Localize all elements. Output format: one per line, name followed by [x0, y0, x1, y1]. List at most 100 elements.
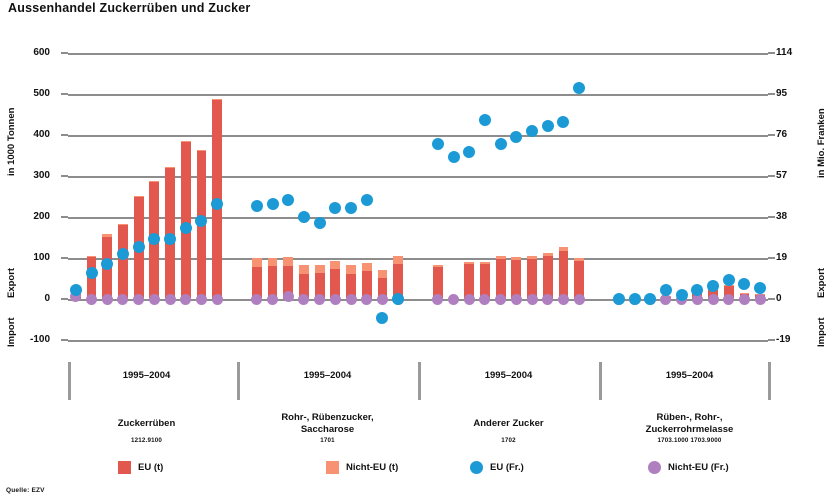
- right-tick-mark: [768, 175, 775, 177]
- left-tick-mark: [61, 93, 68, 95]
- dot-nicht-eu-francs: [86, 293, 98, 305]
- legend-item[interactable]: Nicht-EU (Fr.): [648, 461, 729, 474]
- dot-nicht-eu-francs: [282, 291, 294, 303]
- group-year-range: 1995–2004: [303, 370, 352, 381]
- right-tick-mark: [768, 298, 775, 300]
- bar-nicht-eu-tonnes: [393, 255, 403, 265]
- group-tariff-code: 1212.9100: [130, 437, 163, 444]
- dot-eu-francs: [463, 146, 476, 159]
- dot-eu-francs: [148, 232, 161, 245]
- dot-eu-francs: [644, 293, 657, 305]
- bar-nicht-eu-tonnes: [480, 261, 490, 264]
- legend-item[interactable]: Nicht-EU (t): [326, 461, 398, 474]
- gridline: [68, 340, 768, 342]
- dot-nicht-eu-francs: [251, 293, 263, 305]
- dot-eu-francs: [541, 120, 554, 133]
- left-tick-label: 500: [33, 88, 50, 99]
- right-tick-mark: [768, 134, 775, 136]
- left-axis-export-label: Export: [6, 267, 17, 298]
- bar-nicht-eu-tonnes: [558, 247, 569, 251]
- legend-dot-icon: [470, 461, 483, 474]
- dot-eu-francs: [329, 202, 342, 215]
- bar-nicht-eu-tonnes: [464, 262, 475, 265]
- dot-eu-francs: [447, 150, 460, 163]
- bar-nicht-eu-tonnes: [149, 180, 160, 182]
- group-year-range: 1995–2004: [665, 370, 714, 381]
- dot-eu-francs: [313, 217, 326, 230]
- gridline: [68, 176, 768, 178]
- bar-eu-tonnes: [346, 273, 356, 299]
- left-tick-mark: [61, 134, 68, 136]
- dot-nicht-eu-francs: [133, 293, 145, 305]
- dot-nicht-eu-francs: [117, 293, 129, 305]
- right-tick-mark: [768, 52, 775, 54]
- dot-nicht-eu-francs: [542, 293, 554, 305]
- bar-nicht-eu-tonnes: [511, 256, 522, 260]
- gridline: [68, 135, 768, 137]
- dot-eu-francs: [282, 193, 295, 206]
- dot-nicht-eu-francs: [463, 293, 475, 305]
- bar-nicht-eu-tonnes: [542, 253, 553, 257]
- dot-eu-francs: [510, 131, 523, 144]
- bar-eu-tonnes: [511, 259, 522, 299]
- right-axis-export-label: Export: [816, 267, 827, 298]
- bar-nicht-eu-tonnes: [180, 141, 191, 142]
- group-tariff-code: 1701: [320, 437, 335, 444]
- gridline: [68, 94, 768, 96]
- right-tick-label: 38: [776, 211, 788, 222]
- bar-nicht-eu-tonnes: [361, 262, 372, 272]
- group-separator: [237, 362, 240, 400]
- right-tick-mark: [768, 339, 775, 341]
- group-name: Rüben-, Rohr-, Zuckerrohrmelasse: [645, 412, 734, 435]
- group-separator: [768, 362, 771, 400]
- dot-eu-francs: [266, 198, 279, 211]
- bar-nicht-eu-tonnes: [86, 256, 97, 258]
- bar-eu-tonnes: [180, 141, 191, 299]
- left-tick-label: 200: [33, 211, 50, 222]
- bar-nicht-eu-tonnes: [212, 98, 222, 100]
- bar-eu-tonnes: [464, 264, 475, 299]
- dot-nicht-eu-francs: [526, 293, 538, 305]
- bar-nicht-eu-tonnes: [723, 285, 734, 287]
- left-tick-mark: [61, 52, 68, 54]
- left-tick-mark: [61, 175, 68, 177]
- bar-eu-tonnes: [299, 273, 309, 299]
- dot-eu-francs: [754, 282, 767, 295]
- gridline: [68, 258, 768, 260]
- left-axis-import-label: Import: [6, 317, 17, 347]
- right-tick-mark: [768, 216, 775, 218]
- dot-nicht-eu-francs: [298, 293, 310, 305]
- legend-dot-icon: [648, 461, 661, 474]
- bar-nicht-eu-tonnes: [346, 265, 356, 274]
- bar-nicht-eu-tonnes: [739, 292, 750, 294]
- left-tick-label: 400: [33, 129, 50, 140]
- right-tick-label: -19: [776, 334, 791, 345]
- left-tick-label: 0: [44, 293, 50, 304]
- bar-nicht-eu-tonnes: [118, 223, 128, 225]
- dot-eu-francs: [195, 215, 208, 228]
- dot-nicht-eu-francs: [707, 293, 719, 305]
- dot-nicht-eu-francs: [691, 293, 703, 305]
- chart-legend: EU (t) Nicht-EU (t) EU (Fr.) Nicht-EU (Fr.): [0, 461, 836, 483]
- dot-nicht-eu-francs: [148, 293, 160, 305]
- group-year-range: 1995–2004: [122, 370, 171, 381]
- dot-eu-francs: [345, 202, 358, 215]
- left-tick-mark: [61, 257, 68, 259]
- right-tick-label: 0: [776, 293, 782, 304]
- dot-eu-francs: [526, 124, 539, 137]
- dot-eu-francs: [101, 258, 114, 271]
- dot-nicht-eu-francs: [573, 293, 585, 305]
- legend-item[interactable]: EU (t): [118, 461, 163, 474]
- dot-nicht-eu-francs: [314, 293, 326, 305]
- dot-nicht-eu-francs: [211, 293, 223, 305]
- dot-nicht-eu-francs: [101, 293, 113, 305]
- group-separator: [599, 362, 602, 400]
- dot-nicht-eu-francs: [376, 293, 388, 305]
- legend-item[interactable]: EU (Fr.): [470, 461, 524, 474]
- dot-nicht-eu-francs: [754, 293, 766, 305]
- bar-nicht-eu-tonnes: [527, 256, 537, 260]
- bar-eu-tonnes: [314, 273, 325, 299]
- left-tick-label: -100: [29, 334, 50, 345]
- dot-eu-francs: [722, 273, 735, 286]
